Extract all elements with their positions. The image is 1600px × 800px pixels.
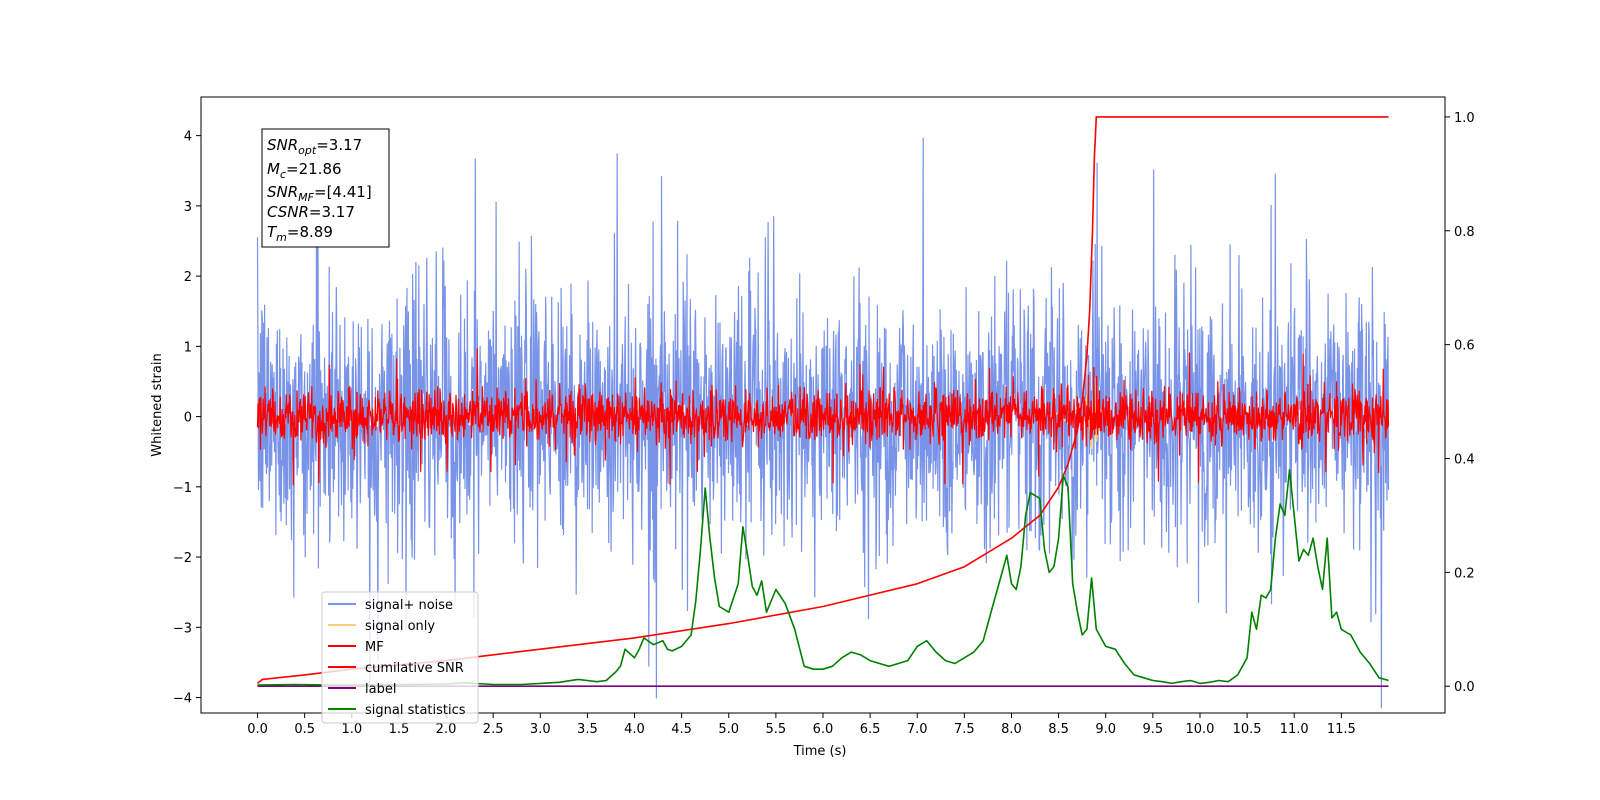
y-right-tick-label: 0.6 xyxy=(1454,339,1475,354)
x-tick-label: 3.5 xyxy=(577,722,598,737)
series-line-signal-statistics xyxy=(257,469,1389,686)
x-tick-label: 10.0 xyxy=(1185,722,1214,737)
y-left-tick-label: 4 xyxy=(184,130,192,145)
y-left-tick-label: 1 xyxy=(184,340,192,355)
y-left-tick-label: −1 xyxy=(173,481,192,496)
x-tick-label: 0.0 xyxy=(247,722,268,737)
legend: signal+ noise signal only MF cumilative SNR… xyxy=(321,591,479,724)
annotation-snr-mf: SNRMF=[4.41] xyxy=(267,183,372,204)
x-tick-label: 5.0 xyxy=(718,722,739,737)
x-tick-label: 11.5 xyxy=(1327,722,1356,737)
x-tick-label: 9.0 xyxy=(1095,722,1116,737)
y-right-tick-label: 0.4 xyxy=(1454,453,1475,468)
legend-label-signal-noise: signal+ noise xyxy=(365,598,453,613)
x-tick-label: 2.5 xyxy=(483,722,504,737)
y-right-tick-label: 0.0 xyxy=(1454,680,1475,695)
x-tick-label: 10.5 xyxy=(1233,722,1262,737)
x-axis: 0.0 0.5 1.0 1.5 2.0 2.5 3.0 3.5 4.0 4.5 5.0 5.5 6.0 6… xyxy=(247,713,1356,737)
legend-label-signal-only: signal only xyxy=(365,619,435,634)
legend-label-label: label xyxy=(365,682,396,697)
series-line-mf xyxy=(256,348,1390,486)
y-axis-title: Whitened strain xyxy=(150,353,165,456)
x-tick-label: 1.0 xyxy=(341,722,362,737)
series-line-signal-noise xyxy=(256,136,1390,709)
legend-label-cumilative-snr: cumilative SNR xyxy=(365,661,464,676)
x-tick-label: 4.0 xyxy=(624,722,645,737)
y-left-tick-label: 0 xyxy=(184,411,192,426)
y-left-tick-label: −4 xyxy=(173,692,192,707)
legend-frame xyxy=(321,591,479,724)
annotation-tm: Tm=8.89 xyxy=(267,223,333,244)
annotation-mc: Mc=21.86 xyxy=(267,160,342,181)
x-tick-label: 8.5 xyxy=(1048,722,1069,737)
x-tick-label: 7.0 xyxy=(907,722,928,737)
y-right-tick-label: 0.2 xyxy=(1454,566,1475,581)
x-tick-label: 7.5 xyxy=(954,722,975,737)
x-tick-label: 0.5 xyxy=(294,722,315,737)
annotation-box: SNRopt=3.17 Mc=21.86 SNRMF=[4.41] CSNR=3… xyxy=(261,128,390,248)
legend-items: signal+ noise signal only MF cumilative SNR… xyxy=(328,598,466,718)
legend-label-mf: MF xyxy=(365,640,384,655)
x-tick-label: 6.0 xyxy=(813,722,834,737)
x-tick-label: 4.5 xyxy=(671,722,692,737)
x-tick-label: 3.0 xyxy=(530,722,551,737)
annotation-snr-opt: SNRopt=3.17 xyxy=(267,136,362,157)
y-axis-left: 4 3 2 1 0 −1 −2 −3 −4 xyxy=(173,130,201,707)
annotation-csnr: CSNR=3.17 xyxy=(267,203,355,221)
y-right-tick-label: 0.8 xyxy=(1454,225,1475,240)
y-left-tick-label: 2 xyxy=(184,270,192,285)
x-tick-label: 1.5 xyxy=(389,722,410,737)
x-tick-label: 5.5 xyxy=(766,722,787,737)
y-axis-right: 1.0 0.8 0.6 0.4 0.2 0.0 xyxy=(1445,111,1475,695)
y-left-tick-label: 3 xyxy=(184,200,192,215)
y-right-tick-label: 1.0 xyxy=(1454,111,1475,126)
x-tick-label: 11.0 xyxy=(1280,722,1309,737)
x-tick-label: 8.0 xyxy=(1001,722,1022,737)
x-tick-label: 9.5 xyxy=(1143,722,1164,737)
annotation-frame xyxy=(261,128,390,248)
y-left-tick-label: −2 xyxy=(173,551,192,566)
y-left-tick-label: −3 xyxy=(173,621,192,636)
legend-label-signal-statistics: signal statistics xyxy=(365,703,466,718)
x-tick-label: 2.0 xyxy=(436,722,457,737)
x-tick-label: 6.5 xyxy=(860,722,881,737)
x-axis-title: Time (s) xyxy=(793,744,847,759)
